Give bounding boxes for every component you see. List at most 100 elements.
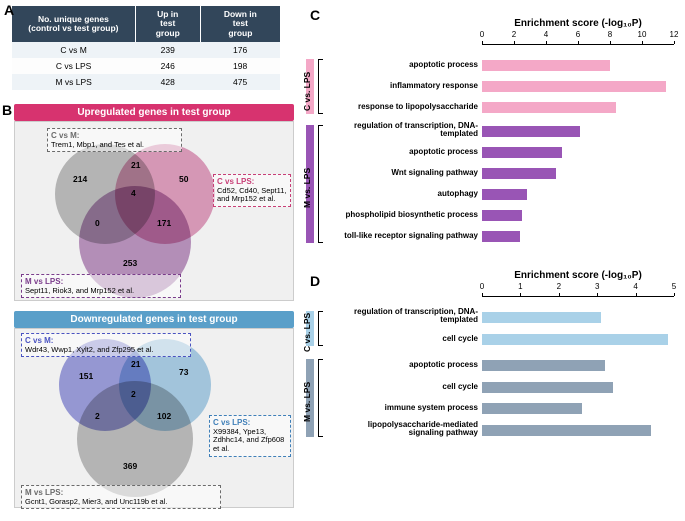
panel-b: B Upregulated genes in test group 214215… — [2, 104, 292, 508]
table-row: C vs M239176 — [12, 42, 280, 58]
venn-count: 73 — [179, 367, 188, 377]
venn-upregulated: Upregulated genes in test group 21421500… — [14, 104, 294, 301]
table-cell: 198 — [200, 58, 280, 74]
tick-label: 4 — [540, 30, 552, 39]
venn-count: 171 — [157, 218, 171, 228]
category-label: regulation of transcription, DNA-templat… — [328, 308, 478, 325]
tick — [610, 41, 611, 44]
category-label: Wnt signaling pathway — [328, 169, 478, 177]
venn-count: 214 — [73, 174, 87, 184]
tick — [482, 293, 483, 296]
category-label: apoptotic process — [328, 361, 478, 369]
bar — [482, 81, 666, 92]
category-label: lipopolysaccharide-mediatedsignaling pat… — [328, 421, 478, 438]
venn-legend: C vs LPS:X99384, Ype13, Zdhhc14, and Zfp… — [209, 415, 291, 457]
bar — [482, 382, 613, 393]
tick — [642, 41, 643, 44]
venn-count: 151 — [79, 371, 93, 381]
venn-count: 0 — [95, 218, 100, 228]
tick-label: 12 — [668, 30, 680, 39]
tick-label: 3 — [591, 282, 603, 291]
tick-label: 0 — [476, 282, 488, 291]
x-axis — [482, 296, 674, 297]
venn-count: 4 — [131, 188, 136, 198]
bar — [482, 360, 605, 371]
x-axis — [482, 44, 674, 45]
table-cell: M vs LPS — [12, 74, 135, 90]
tick-label: 4 — [630, 282, 642, 291]
bar — [482, 147, 562, 158]
bar — [482, 231, 520, 242]
group-label: C vs. LPS — [302, 71, 312, 110]
tick — [559, 293, 560, 296]
tick — [636, 293, 637, 296]
table-cell: 239 — [135, 42, 200, 58]
tick — [482, 41, 483, 44]
tick-label: 2 — [508, 30, 520, 39]
venn-legend: M vs LPS:Sept11, Riok3, and Mrp152 et al… — [21, 274, 181, 298]
group-bracket — [318, 59, 323, 114]
venn-legend: M vs LPS:Gcnt1, Gorasp2, Mier3, and Unc1… — [21, 485, 221, 509]
venn-count: 50 — [179, 174, 188, 184]
panel-c-letter: C — [310, 7, 320, 23]
tick — [546, 41, 547, 44]
category-label: cell cycle — [328, 383, 478, 391]
venn-count: 369 — [123, 461, 137, 471]
bar — [482, 403, 582, 414]
venn-legend: C vs M:Trem1, Mbp1, and Tes et al. — [47, 128, 182, 152]
tick-label: 6 — [572, 30, 584, 39]
group-label: M vs. LPS — [302, 382, 312, 422]
venn-legend: C vs LPS:Cd52, Cd40, Sept11, and Mrp152 … — [213, 174, 291, 207]
tick-label: 10 — [636, 30, 648, 39]
tick-label: 8 — [604, 30, 616, 39]
bar — [482, 189, 527, 200]
category-label: cell cycle — [328, 335, 478, 343]
venn-downregulated: Downregulated genes in test group 151 21 7… — [14, 311, 294, 508]
tick-label: 0 — [476, 30, 488, 39]
bar — [482, 126, 580, 137]
category-label: response to lipopolysaccharide — [328, 103, 478, 111]
bar — [482, 334, 668, 345]
tick — [674, 293, 675, 296]
bar — [482, 312, 601, 323]
category-label: apoptotic process — [328, 61, 478, 69]
tick-label: 1 — [514, 282, 526, 291]
table-row: C vs LPS246198 — [12, 58, 280, 74]
table-cell: 176 — [200, 42, 280, 58]
venn-count: 2 — [131, 389, 136, 399]
bar — [482, 425, 651, 436]
category-label: regulation of transcription, DNA-templat… — [328, 122, 478, 139]
tick-label: 5 — [668, 282, 680, 291]
bar — [482, 210, 522, 221]
venn-down-title: Downregulated genes in test group — [14, 311, 294, 328]
group-label: C vs. LPS — [302, 313, 312, 352]
bar — [482, 102, 616, 113]
table-header: No. unique genes(control vs test group) — [12, 6, 135, 42]
chart-title: Enrichment score (-log₁₀P) — [482, 18, 674, 29]
category-label: autophagy — [328, 190, 478, 198]
gene-count-table: No. unique genes(control vs test group)U… — [12, 6, 280, 90]
panel-d-letter: D — [310, 273, 320, 289]
tick — [578, 41, 579, 44]
group-bracket — [318, 311, 323, 346]
tick — [520, 293, 521, 296]
tick — [597, 293, 598, 296]
category-label: apoptotic process — [328, 148, 478, 156]
panel-a-letter: A — [4, 2, 14, 18]
table-row: M vs LPS428475 — [12, 74, 280, 90]
table-cell: 428 — [135, 74, 200, 90]
venn-count: 21 — [131, 160, 140, 170]
table-cell: 246 — [135, 58, 200, 74]
venn-count: 102 — [157, 411, 171, 421]
panel-b-letter: B — [2, 102, 12, 118]
venn-count: 21 — [131, 359, 140, 369]
chart-title: Enrichment score (-log₁₀P) — [482, 270, 674, 281]
bar — [482, 168, 556, 179]
table-header: Up intestgroup — [135, 6, 200, 42]
tick — [674, 41, 675, 44]
category-label: phospholipid biosynthetic process — [328, 211, 478, 219]
tick-label: 2 — [553, 282, 565, 291]
category-label: toll-like receptor signaling pathway — [328, 232, 478, 240]
table-cell: C vs M — [12, 42, 135, 58]
venn-legend: C vs M:Wdr43, Wwp1, Xylt2, and Zfp295 et… — [21, 333, 191, 357]
